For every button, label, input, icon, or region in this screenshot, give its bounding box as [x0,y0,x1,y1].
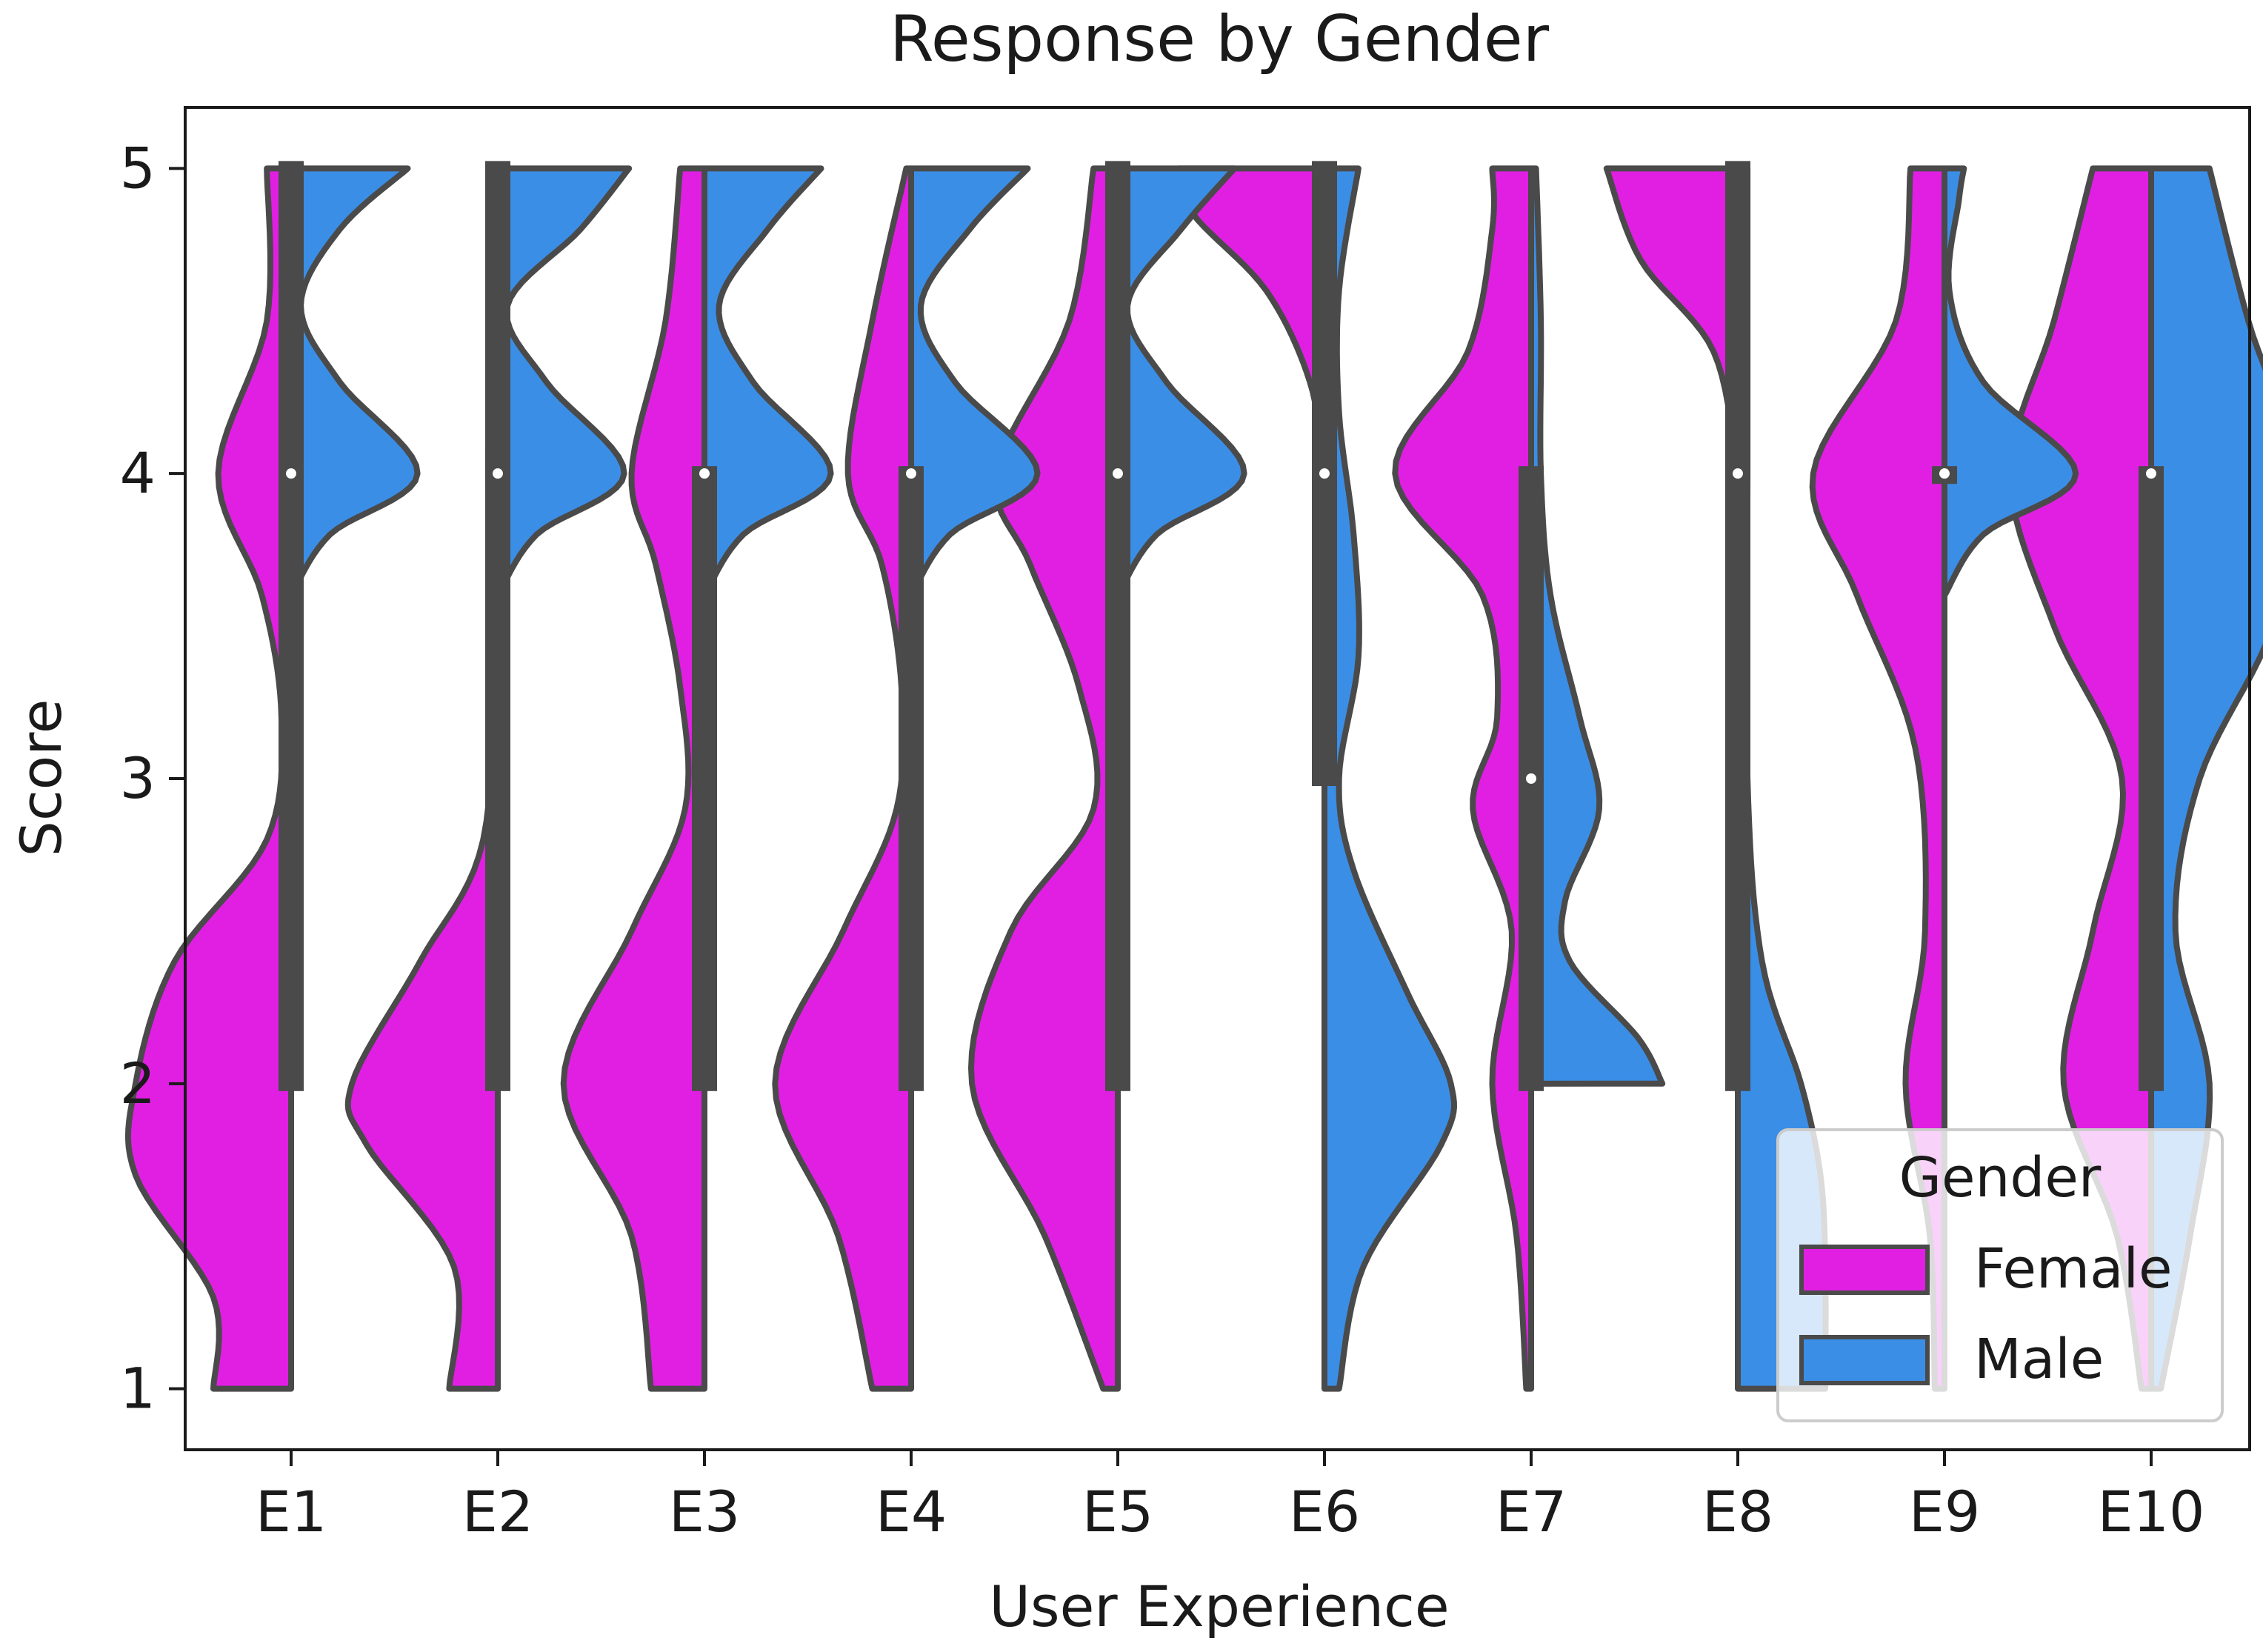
violin-male-e2 [495,165,633,599]
x-tick-label-e8: E8 [1702,1479,1773,1545]
y-tick-label: 1 [120,1356,156,1422]
median-dot-e4 [906,468,916,479]
legend-swatch-male [1799,1335,1930,1385]
violin-female-e1 [124,165,294,1392]
x-tick-label-e2: E2 [462,1479,533,1545]
boxes-layer [279,161,2164,1389]
x-axis-label: User Experience [989,1573,1449,1639]
violin-male-e7 [1528,165,1666,1087]
violin-male-e9 [1942,165,2079,599]
legend-title: Gender [1899,1146,2102,1210]
legend: Gender Female Male [1776,1128,2224,1422]
iqr-box-e10 [2139,466,2164,1091]
violin-female-e3 [560,165,707,1392]
x-tick-label-e1: E1 [256,1479,327,1545]
median-dot-e5 [1113,468,1123,479]
y-tick-label: 4 [120,440,156,506]
x-tick-label-e10: E10 [2098,1479,2205,1545]
x-tick-label-e5: E5 [1082,1479,1153,1545]
legend-label-female: Female [1974,1237,2173,1301]
median-dot-e6 [1319,468,1330,479]
violin-female-e7 [1392,165,1534,1392]
y-tick-label: 5 [120,135,156,201]
x-tick-label-e3: E3 [669,1479,740,1545]
x-axis: E1 E2 E3 E4 E5 E6 E7 E8 E9 E10 [256,1450,2205,1545]
x-tick-label-e4: E4 [876,1479,947,1545]
y-tick-label: 2 [120,1050,156,1116]
violin-male-e1 [288,165,421,599]
y-axis: 1 2 3 4 5 [120,135,185,1422]
median-dot-e9 [1939,468,1950,479]
iqr-box-e5 [1105,161,1130,1091]
iqr-box-e3 [692,466,717,1091]
violin-male-e3 [701,165,834,599]
x-tick-label-e6: E6 [1289,1479,1360,1545]
median-dot-e1 [286,468,296,479]
y-tick-label: 3 [120,745,156,811]
x-tick-label-e7: E7 [1496,1479,1567,1545]
violin-male-e5 [1115,165,1247,599]
median-dot-e7 [1526,773,1536,784]
median-dot-e3 [699,468,710,479]
median-dot-e2 [493,468,503,479]
iqr-box-e2 [485,161,510,1091]
legend-swatch-female [1799,1245,1930,1295]
y-axis-label: Score [8,699,74,857]
violin-male-e4 [908,165,1041,599]
x-tick-label-e9: E9 [1909,1479,1980,1545]
plot-frame [184,106,2251,1451]
iqr-box-e8 [1725,161,1750,1091]
violin-male-e6 [1322,165,1457,1392]
median-dot-e10 [2146,468,2156,479]
chart-title: Response by Gender [890,2,1550,76]
legend-label-male: Male [1974,1328,2104,1391]
iqr-box-e1 [279,161,304,1091]
median-dot-e8 [1733,468,1743,479]
violins-layer [124,165,2263,1392]
iqr-box-e4 [899,466,924,1091]
